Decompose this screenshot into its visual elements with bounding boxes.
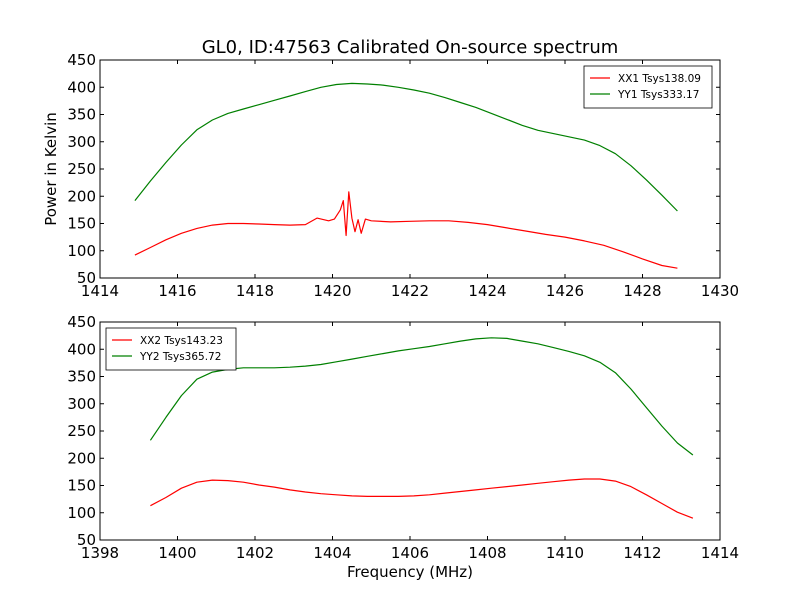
legend-label: XX2 Tsys143.23 — [140, 335, 223, 347]
x-tick-label: 1428 — [623, 282, 661, 300]
x-tick-label: 1412 — [623, 544, 661, 562]
y-tick-label: 300 — [67, 133, 96, 151]
y-tick-label: 150 — [67, 215, 96, 233]
top-panel: 1414 1416 1418 1420 1422 1424 1426 1428 1430 50 10… — [67, 51, 739, 300]
series-line-xx1 — [134, 191, 678, 269]
x-tick-label: 1408 — [468, 544, 506, 562]
y-tick-label: 400 — [67, 78, 96, 96]
y-axis-label: Power in Kelvin — [42, 112, 60, 226]
x-tick-label: 1424 — [468, 282, 506, 300]
y-tick-label: 50 — [77, 531, 96, 549]
legend-box — [583, 65, 713, 109]
y-tick-label: 450 — [67, 51, 96, 69]
x-tick-label: 1410 — [546, 544, 584, 562]
chart-title: GL0, ID:47563 Calibrated On-source spect… — [202, 37, 619, 58]
y-tick-label: 150 — [67, 477, 96, 495]
y-tick-label: 250 — [67, 422, 96, 440]
y-tick-label: 200 — [67, 187, 96, 205]
x-tick-label: 1404 — [313, 544, 351, 562]
y-tick-label: 300 — [67, 395, 96, 413]
x-tick-label: 1418 — [236, 282, 274, 300]
x-tick-label: 1398 — [81, 544, 119, 562]
x-tick-label: 1406 — [391, 544, 429, 562]
legend-label: YY2 Tsys365.72 — [139, 351, 221, 363]
legend-box — [105, 327, 237, 371]
y-tick-label: 400 — [67, 340, 96, 358]
y-tick-label: 100 — [67, 242, 96, 260]
y-tick-label: 250 — [67, 160, 96, 178]
x-tick-label: 1400 — [158, 544, 196, 562]
x-tick-label: 1414 — [81, 282, 119, 300]
x-tick-label: 1426 — [546, 282, 584, 300]
y-tick-label: 50 — [77, 269, 96, 287]
series-line-yy1 — [134, 82, 678, 212]
y-tick-label: 100 — [67, 504, 96, 522]
y-tick-label: 350 — [67, 368, 96, 386]
x-tick-label: 1420 — [313, 282, 351, 300]
series-line-xx2 — [150, 478, 694, 519]
x-tick-label: 1422 — [391, 282, 429, 300]
y-tick-label: 450 — [67, 313, 96, 331]
y-tick-label: 200 — [67, 449, 96, 467]
x-tick-label: 1402 — [236, 544, 274, 562]
x-tick-label: 1414 — [701, 544, 739, 562]
legend-label: XX1 Tsys138.09 — [618, 73, 701, 85]
y-tick-label: 350 — [67, 106, 96, 124]
bottom-panel: 1398 1400 1402 1404 1406 1408 1410 1412 1414 50 10… — [67, 313, 739, 562]
legend-label: YY1 Tsys333.17 — [617, 89, 699, 101]
x-tick-label: 1430 — [701, 282, 739, 300]
x-tick-label: 1416 — [158, 282, 196, 300]
series-line-yy2 — [149, 337, 694, 456]
x-axis-label: Frequency (MHz) — [347, 563, 473, 581]
